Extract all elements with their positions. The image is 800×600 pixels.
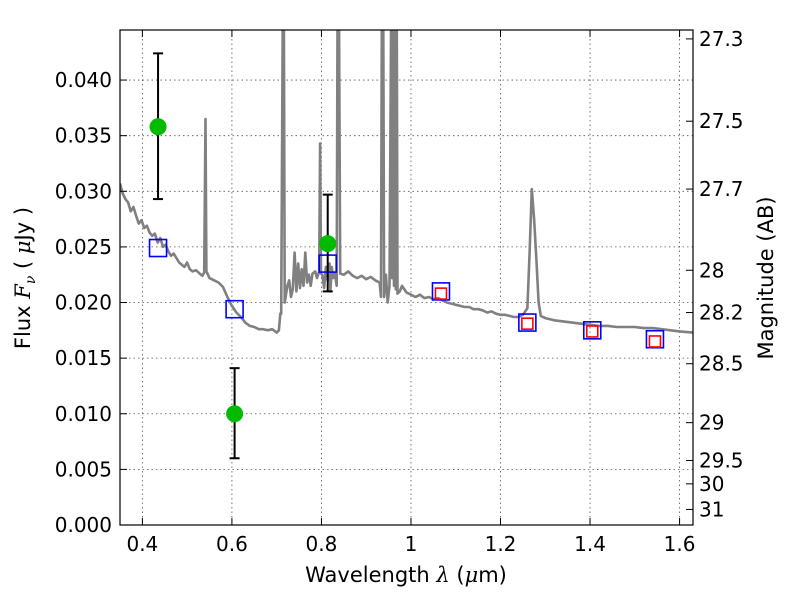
model-flux-square: [582, 321, 602, 340]
model-flux-square-red: [648, 335, 662, 348]
plot-frame: [119, 29, 694, 526]
y-tick-label: 0.010: [55, 402, 112, 426]
x-tick-label: 1: [405, 532, 418, 556]
right-tick-label: 28: [699, 258, 724, 282]
right-tick-label: 30: [699, 472, 724, 496]
tick-layer: [120, 30, 693, 526]
y-tick-label: 0.030: [55, 179, 112, 203]
y-tick-label: 0.020: [55, 291, 112, 315]
x-tick-label: 0.4: [126, 532, 158, 556]
x-tick-label: 1.6: [664, 532, 696, 556]
y-tick-label: 0.005: [55, 457, 112, 481]
y-tick-label: 0.015: [55, 346, 112, 370]
observed-flux-point: [149, 118, 167, 136]
x-tick-label: 1.4: [574, 532, 606, 556]
x-tick-label: 0.6: [216, 532, 248, 556]
y-axis-right-label: Magnitude (AB): [754, 196, 778, 359]
x-tick-label: 0.8: [306, 532, 338, 556]
model-flux-square-red: [521, 317, 534, 330]
right-tick-label: 28.2: [699, 301, 744, 325]
model-flux-square: [148, 238, 168, 258]
y-axis-label: Flux Fν ( μJy ): [11, 207, 39, 349]
label-layer: 0.4 0.6 0.8 1 1.2 1.4 1.6 0.000 0.005 0.010 0.015 0…: [55, 27, 744, 556]
right-tick-label: 31: [699, 497, 724, 521]
right-tick-label: 27.5: [699, 109, 744, 133]
model-flux-square: [518, 313, 537, 332]
model-flux-square-red: [585, 325, 599, 338]
observed-flux-point: [226, 405, 244, 423]
right-tick-label: 27.7: [699, 177, 744, 201]
y-tick-label: 0.035: [55, 124, 112, 148]
data-layer: [120, 30, 693, 460]
x-tick-label: 1.2: [485, 532, 517, 556]
right-tick-label: 29.5: [699, 448, 744, 472]
y-tick-label: 0.000: [55, 513, 112, 537]
y-tick-label: 0.040: [55, 68, 112, 92]
clipped-data: [120, 30, 693, 460]
grid-lines: [120, 30, 693, 525]
model-flux-square-red: [434, 287, 448, 300]
model-flux-square: [225, 299, 244, 319]
observed-flux-point: [319, 235, 337, 253]
right-tick-label: 28.5: [699, 352, 744, 376]
right-tick-label: 27.3: [699, 27, 744, 51]
sed-model-line: [120, 30, 693, 334]
right-tick-label: 29: [699, 411, 724, 435]
y-tick-label: 0.025: [55, 235, 112, 259]
x-axis-label: Wavelength λ (μm): [305, 563, 507, 587]
